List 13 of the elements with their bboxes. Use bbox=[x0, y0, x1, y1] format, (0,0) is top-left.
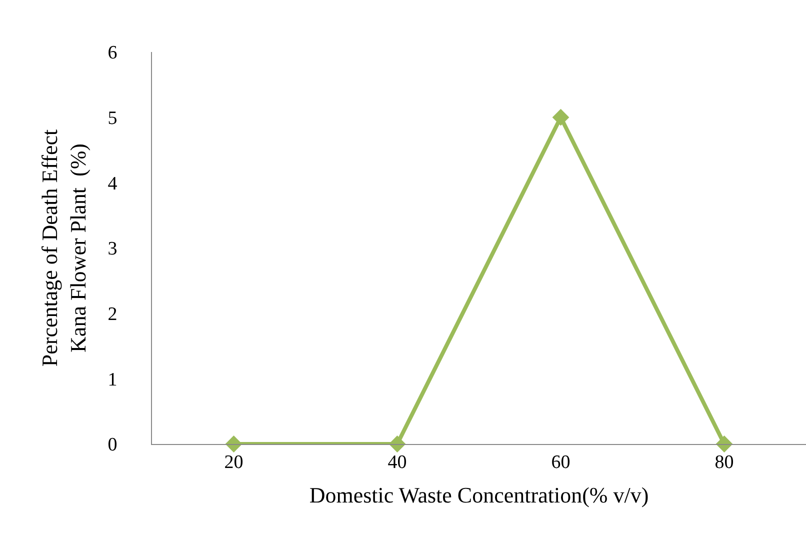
x-tick-label: 40 bbox=[388, 452, 407, 473]
x-tick-label: 20 bbox=[224, 452, 244, 473]
y-tick-label: 4 bbox=[108, 173, 118, 194]
y-axis-title: Percentage of Death Effect Kana Flower Plant (%) bbox=[36, 129, 90, 367]
y-tick-label: 5 bbox=[108, 108, 118, 129]
y-tick-label: 2 bbox=[108, 304, 118, 325]
y-tick-label: 6 bbox=[108, 42, 118, 64]
x-tick-label: 80 bbox=[714, 452, 734, 473]
y-tick-label: 0 bbox=[108, 434, 118, 456]
x-tick-label: 60 bbox=[551, 452, 570, 473]
y-tick-label: 1 bbox=[108, 369, 118, 390]
x-axis-title: Domestic Waste Concentration(% v/v) bbox=[309, 482, 649, 508]
y-tick-label: 3 bbox=[108, 238, 118, 260]
